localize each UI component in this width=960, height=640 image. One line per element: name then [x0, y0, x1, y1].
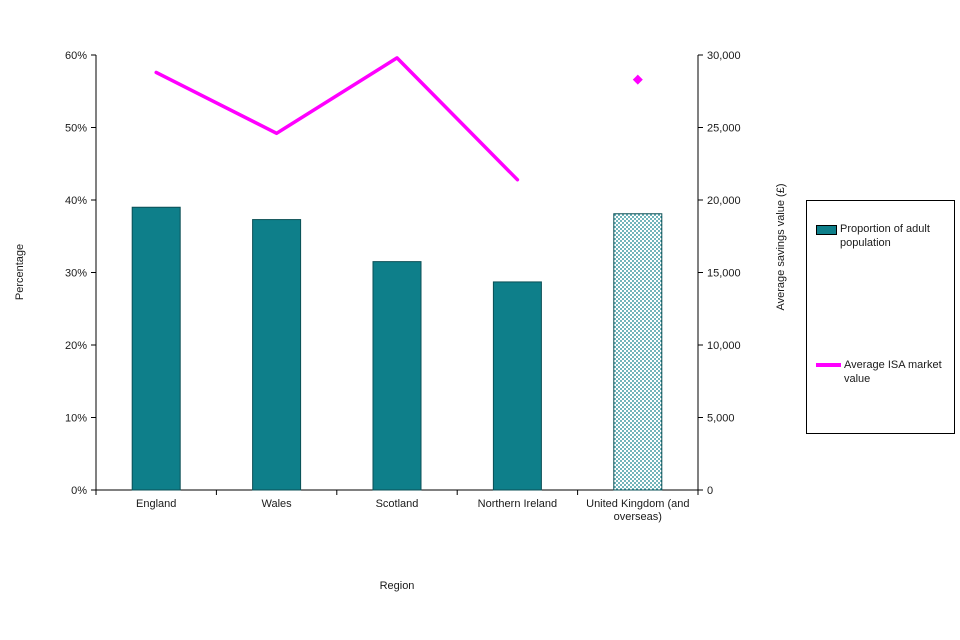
right-tick-label: 30,000 [707, 50, 741, 62]
bar-swatch-icon [816, 225, 837, 235]
left-tick-label: 10% [65, 413, 87, 425]
x-axis-title: Region [379, 580, 415, 592]
right-tick-label: 15,000 [707, 268, 741, 280]
left-tick-label: 60% [65, 50, 87, 62]
legend-label-bar-series: Proportion of adult population [840, 223, 930, 249]
line-swatch-icon [816, 363, 841, 367]
left-tick-label: 20% [65, 340, 87, 352]
category-label: Wales [262, 498, 293, 510]
bar-4 [613, 213, 663, 491]
right-tick-label: 20,000 [707, 195, 741, 207]
right-axis-ticks: 0 5,000 10,000 15,000 20,000 25,000 30,000 [698, 50, 741, 497]
category-labels: England Wales Scotland Northern Ireland Unit… [136, 498, 689, 523]
left-tick-label: 50% [65, 123, 87, 135]
bar-3 [492, 281, 542, 491]
left-tick-label: 30% [65, 268, 87, 280]
left-axis-ticks: 0% 10% 20% 30% 40% 50% 60% [65, 50, 96, 497]
category-label: England [136, 498, 176, 510]
left-axis-title: Percentage [14, 243, 26, 301]
line-series [154, 56, 520, 182]
right-axis-title: Average savings value (£) [775, 183, 787, 311]
category-label: United Kingdom (and overseas) [586, 498, 689, 523]
right-tick-label: 5,000 [707, 413, 735, 425]
right-tick-label: 25,000 [707, 123, 741, 135]
legend-entry-bar-series: Proportion of adult population [816, 223, 949, 251]
bar-2 [372, 261, 422, 491]
right-tick-label: 0 [707, 485, 713, 497]
legend-label-line-series: Average ISA market value [844, 359, 942, 385]
bar-1 [252, 219, 302, 491]
left-tick-label: 40% [65, 195, 87, 207]
category-label: Northern Ireland [478, 498, 558, 510]
category-label: Scotland [376, 498, 419, 510]
bar-0 [131, 206, 181, 491]
legend: Proportion of adult population Average I… [806, 200, 955, 434]
x-axis-ticks [95, 490, 699, 495]
legend-entry-line-series: Average ISA market value [816, 359, 949, 387]
detached-diamond-marker [632, 74, 643, 85]
right-tick-label: 10,000 [707, 340, 741, 352]
left-tick-label: 0% [71, 485, 87, 497]
bar-series [131, 206, 663, 491]
